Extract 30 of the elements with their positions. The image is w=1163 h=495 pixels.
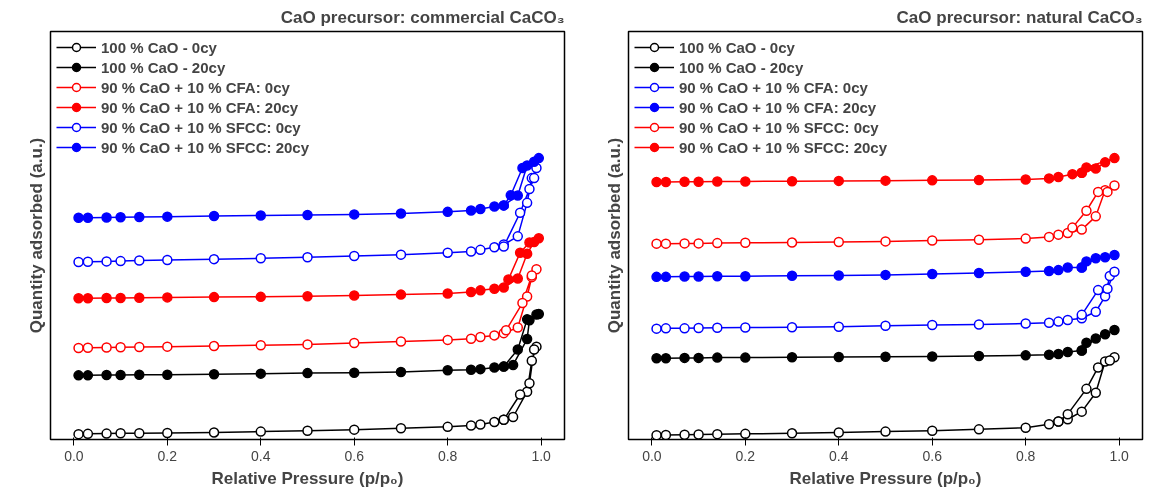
x-tick-label: 0.6 xyxy=(922,447,943,464)
x-tick-label: 1.0 xyxy=(1109,447,1130,464)
chart-title: CaO precursor: natural CaCO₃ xyxy=(896,7,1143,27)
x-tick-label: 0.0 xyxy=(642,447,662,464)
legend-label: 90 % CaO + 10 % SFCC: 0cy xyxy=(679,118,879,136)
x-tick-label: 0.2 xyxy=(735,447,756,464)
legend-label: 90 % CaO + 10 % CFA: 0cy xyxy=(101,78,290,96)
chart-title: CaO precursor: commercial CaCO₃ xyxy=(280,7,565,27)
legend-label: 90 % CaO + 10 % SFCC: 20cy xyxy=(679,138,888,156)
x-tick-label: 0.2 xyxy=(157,447,178,464)
legend-label: 90 % CaO + 10 % SFCC: 0cy xyxy=(101,118,301,136)
y-axis-title: Quantity adsorbed (a.u.) xyxy=(26,137,46,334)
x-tick-label: 0.8 xyxy=(437,447,458,464)
x-tick-label: 0.6 xyxy=(344,447,365,464)
x-tick-label: 0.8 xyxy=(1015,447,1036,464)
legend-label: 90 % CaO + 10 % CFA: 20cy xyxy=(679,98,877,116)
legend-label: 100 % CaO - 0cy xyxy=(679,38,795,56)
legend-label: 100 % CaO - 20cy xyxy=(101,58,226,76)
legend-label: 90 % CaO + 10 % SFCC: 20cy xyxy=(101,138,310,156)
legend-label: 100 % CaO - 20cy xyxy=(679,58,804,76)
x-axis-title: Relative Pressure (p/p₀) xyxy=(789,468,982,488)
legend-label: 90 % CaO + 10 % CFA: 0cy xyxy=(679,78,868,96)
x-axis-title: Relative Pressure (p/p₀) xyxy=(211,468,404,488)
x-tick-label: 0.4 xyxy=(251,447,271,464)
x-tick-label: 0.0 xyxy=(64,447,84,464)
legend-label: 100 % CaO - 0cy xyxy=(101,38,217,56)
x-tick-label: 0.4 xyxy=(829,447,849,464)
legend-label: 90 % CaO + 10 % CFA: 20cy xyxy=(101,98,299,116)
y-axis-title: Quantity adsorbed (a.u.) xyxy=(604,137,624,334)
x-tick-label: 1.0 xyxy=(531,447,552,464)
